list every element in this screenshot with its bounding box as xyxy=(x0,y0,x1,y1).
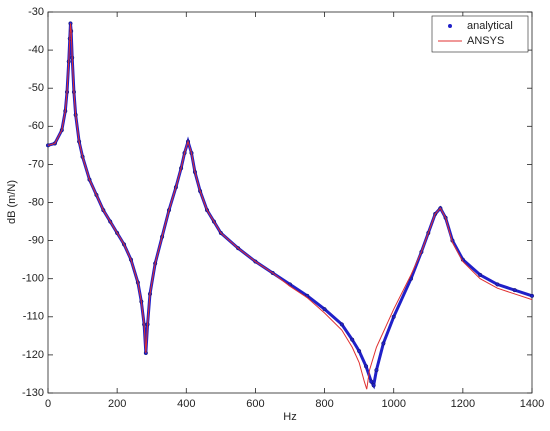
series-line xyxy=(47,23,533,390)
data-point xyxy=(478,272,483,277)
y-tick-label: -80 xyxy=(28,196,44,208)
x-tick-label: 800 xyxy=(315,398,333,410)
data-point xyxy=(322,307,327,312)
legend-box xyxy=(431,15,529,53)
x-tick-label: 1000 xyxy=(381,398,405,410)
data-point xyxy=(339,322,344,327)
y-tick-label: -50 xyxy=(28,82,44,94)
y-tick-label: -30 xyxy=(28,6,44,18)
data-point xyxy=(374,368,379,373)
data-point xyxy=(529,293,535,298)
data-point xyxy=(357,349,362,354)
legend-label: analytical xyxy=(467,20,513,32)
plot-frame xyxy=(47,11,533,394)
legend-swatch xyxy=(448,24,452,28)
y-tick-label: -90 xyxy=(28,235,44,247)
x-axis-label: Hz xyxy=(283,411,296,423)
x-tick-label: 1200 xyxy=(451,398,475,410)
data-point xyxy=(512,288,517,293)
data-point xyxy=(495,282,500,287)
data-point xyxy=(369,379,374,384)
data-point xyxy=(364,364,369,369)
y-axis-label: dB (m/N) xyxy=(6,180,18,224)
legend-label: ANSYS xyxy=(467,35,504,47)
x-tick-label: 1400 xyxy=(520,398,544,410)
y-tick-label: -110 xyxy=(23,311,44,323)
x-tick-label: 600 xyxy=(246,398,264,410)
y-tick-label: -130 xyxy=(22,387,44,399)
data-point xyxy=(371,383,376,388)
x-tick-label: 400 xyxy=(177,398,195,410)
data-point xyxy=(381,341,386,346)
y-tick-label: -100 xyxy=(22,273,44,285)
data-point xyxy=(391,314,396,319)
x-tick-label: 0 xyxy=(45,398,51,410)
data-point xyxy=(350,337,355,342)
y-tick-label: -40 xyxy=(28,44,44,56)
y-tick-label: -70 xyxy=(28,158,44,170)
y-tick-label: -120 xyxy=(22,349,44,361)
y-tick-label: -60 xyxy=(28,120,44,132)
x-tick-label: 200 xyxy=(108,398,126,410)
